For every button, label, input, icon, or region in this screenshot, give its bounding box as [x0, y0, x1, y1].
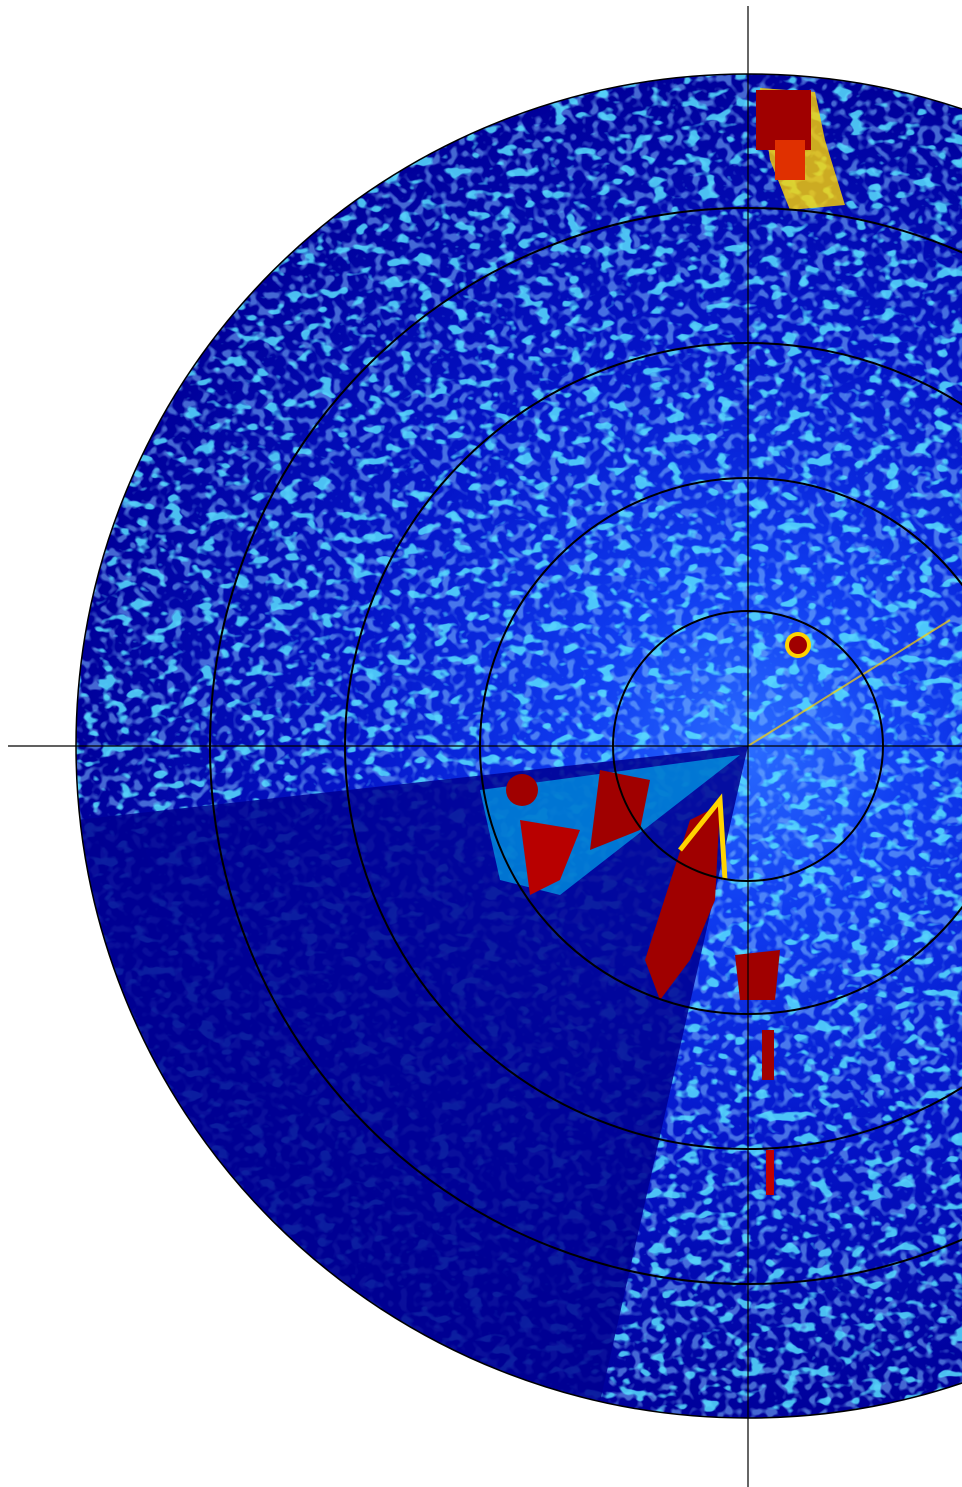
clear-sector: [76, 746, 748, 1402]
strong-echoes: [480, 88, 951, 1195]
